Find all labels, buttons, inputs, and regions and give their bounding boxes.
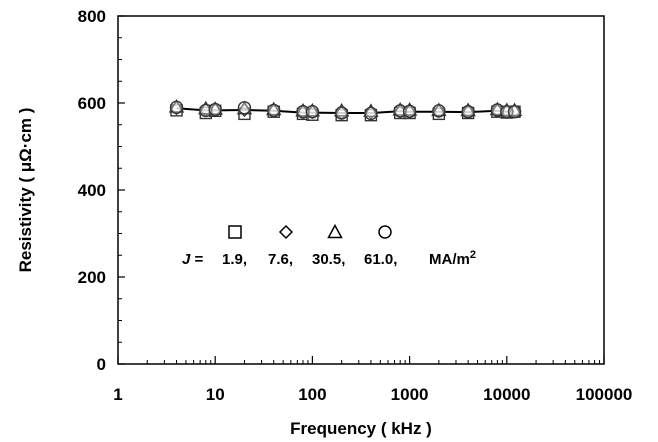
legend-symbol-diamond xyxy=(278,224,294,240)
data-point-circle-61.0 xyxy=(237,101,252,115)
x-axis-ticks xyxy=(117,356,605,364)
legend-comma: , xyxy=(243,251,247,268)
legend-symbol-triangle xyxy=(327,223,343,239)
data-point-circle-61.0 xyxy=(267,103,281,118)
data-point-circle-61.0 xyxy=(507,104,522,119)
x-tick-label: 100000 xyxy=(576,385,633,404)
x-tick-label: 10 xyxy=(206,385,225,404)
legend-comma: , xyxy=(341,251,345,268)
data-point-triangle-30.5 xyxy=(506,102,523,117)
legend-comma: , xyxy=(393,251,397,268)
data-point-circle-61.0 xyxy=(296,104,310,119)
data-point-triangle-30.5 xyxy=(333,102,350,117)
legend-unit: MA/m xyxy=(429,251,470,268)
x-axis-title: Frequency ( kHz ) xyxy=(290,419,432,438)
legend-unit-superscript: 2 xyxy=(470,249,476,261)
fit-line xyxy=(176,107,515,114)
data-point-circle-61.0 xyxy=(402,104,417,118)
legend-comma: , xyxy=(289,251,293,268)
plot-frame xyxy=(117,15,605,365)
x-tick-label: 10000 xyxy=(483,385,530,404)
y-tick-label: 800 xyxy=(78,7,106,26)
data-point-circle-61.0 xyxy=(334,106,349,120)
x-tick-label: 1000 xyxy=(391,385,429,404)
y-tick-label: 400 xyxy=(78,181,106,200)
legend-value-3: 30.5 xyxy=(312,251,341,268)
legend: J = 1.9, 7.6, 30.5, 61.0, MA/m2 xyxy=(182,223,476,268)
data-point-circle-61.0 xyxy=(169,100,184,115)
x-tick-label: 1 xyxy=(113,385,122,404)
y-axis-title: Resistivity ( μΩ·cm ) xyxy=(16,108,35,273)
legend-value-2: 7.6 xyxy=(268,251,289,268)
data-point-circle-61.0 xyxy=(393,104,407,118)
data-markers xyxy=(168,98,523,122)
data-point-triangle-30.5 xyxy=(460,102,476,117)
y-tick-label: 600 xyxy=(78,94,106,113)
data-point-triangle-30.5 xyxy=(431,102,447,117)
legend-symbol-circle xyxy=(378,225,392,239)
data-point-circle-61.0 xyxy=(208,102,222,117)
y-axis-tick-labels: 0 200 400 600 800 xyxy=(78,7,106,374)
data-point-circle-61.0 xyxy=(305,104,320,119)
x-axis-tick-labels: 1 10 100 1000 10000 100000 xyxy=(113,385,632,404)
legend-j-symbol: J xyxy=(182,251,191,268)
data-point-triangle-30.5 xyxy=(168,98,185,113)
y-tick-label: 0 xyxy=(97,355,106,374)
data-point-circle-61.0 xyxy=(432,104,446,118)
y-tick-label: 200 xyxy=(78,268,106,287)
legend-line: J = 1.9, 7.6, 30.5, 61.0, MA/m2 xyxy=(182,249,476,268)
data-point-triangle-30.5 xyxy=(363,103,379,117)
legend-value-1: 1.9 xyxy=(222,251,243,268)
legend-equals: = xyxy=(190,251,203,268)
data-point-circle-61.0 xyxy=(199,103,213,118)
data-point-circle-61.0 xyxy=(461,104,475,119)
y-axis-ticks xyxy=(118,15,125,365)
legend-symbol-square xyxy=(228,225,242,239)
legend-value-4: 61.0 xyxy=(364,251,393,268)
data-point-circle-61.0 xyxy=(364,106,378,121)
legend-symbols xyxy=(228,223,392,240)
x-tick-label: 100 xyxy=(298,385,326,404)
data-point-triangle-30.5 xyxy=(266,101,282,116)
